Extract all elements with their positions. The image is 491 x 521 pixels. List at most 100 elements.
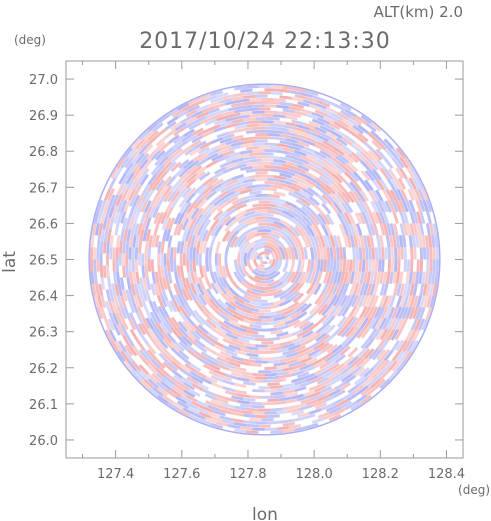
field-cell: [324, 156, 337, 166]
field-cell: [308, 408, 322, 415]
field-cell: [249, 356, 262, 361]
field-cell: [189, 223, 198, 237]
field-cell: [183, 240, 188, 254]
field-cell: [370, 130, 382, 141]
field-cell: [328, 122, 341, 131]
field-cell: [432, 259, 436, 272]
field-cell: [325, 379, 338, 388]
field-cell: [165, 228, 172, 242]
field-cell: [240, 410, 253, 415]
field-cell: [194, 293, 204, 306]
field-cell: [246, 329, 259, 335]
field-cell: [246, 145, 259, 151]
field-cell: [194, 329, 206, 341]
field-cell: [385, 271, 391, 284]
field-cell: [209, 271, 217, 284]
field-cell: [211, 357, 224, 366]
field-cell: [333, 305, 343, 318]
field-cell: [188, 288, 197, 302]
field-cell: [221, 306, 234, 317]
field-cell: [252, 149, 265, 153]
field-cell: [187, 406, 200, 415]
field-cell: [185, 330, 197, 341]
field-cell: [302, 372, 316, 380]
field-cell: [110, 340, 119, 352]
field-cell: [399, 283, 405, 296]
field-cell: [156, 283, 163, 296]
field-cell: [392, 271, 397, 284]
field-cell: [429, 247, 433, 260]
field-cell: [198, 293, 208, 306]
field-cell: [133, 211, 140, 225]
field-cell: [240, 371, 253, 376]
field-cell: [334, 163, 347, 174]
field-cell: [364, 337, 375, 350]
field-cell: [125, 217, 132, 230]
field-cell: [225, 155, 238, 163]
field-cell: [416, 211, 423, 224]
field-cell: [391, 306, 399, 319]
field-cell: [288, 128, 301, 135]
field-cell: [228, 106, 241, 112]
field-cell: [415, 199, 423, 213]
field-cell: [252, 203, 265, 208]
field-cell: [335, 247, 340, 260]
field-cell: [220, 177, 233, 186]
field-cell: [138, 129, 150, 141]
field-cell: [147, 378, 159, 389]
field-cell: [270, 229, 284, 238]
field-cell: [206, 288, 216, 301]
field-cell: [355, 357, 367, 368]
field-cell: [267, 238, 281, 248]
field-cell: [300, 302, 313, 314]
field-cell: [243, 381, 256, 386]
field-cell: [296, 259, 302, 273]
field-cell: [181, 376, 194, 386]
field-cell: [131, 301, 139, 314]
field-cell: [226, 196, 239, 205]
field-cell: [427, 235, 433, 248]
field-cell: [328, 283, 336, 296]
field-cell: [128, 300, 136, 314]
field-cell: [348, 316, 359, 329]
field-cell: [214, 166, 227, 175]
field-cell: [166, 175, 177, 187]
field-cell: [219, 120, 232, 128]
field-cell: [191, 127, 204, 136]
field-cell: [356, 316, 366, 329]
field-cell: [237, 153, 250, 159]
field-cell: [233, 421, 247, 427]
field-cell: [297, 101, 310, 108]
field-cell: [159, 367, 171, 378]
field-cell: [292, 215, 305, 227]
field-cell: [258, 370, 271, 374]
field-cell: [347, 355, 359, 366]
field-cell: [146, 149, 157, 161]
field-cell: [345, 259, 350, 272]
field-cell: [147, 179, 157, 192]
field-cell: [236, 393, 250, 398]
field-cell: [170, 259, 174, 272]
field-cell: [251, 187, 265, 192]
field-cell: [422, 247, 427, 260]
field-cell: [288, 319, 301, 328]
field-cell: [132, 194, 141, 207]
field-cell: [205, 111, 218, 119]
field-cell: [406, 340, 415, 353]
field-cell: [285, 310, 298, 319]
field-cell: [330, 137, 343, 147]
field-cell: [343, 294, 352, 307]
field-cell: [392, 188, 401, 201]
field-cell: [264, 327, 278, 332]
field-cell: [258, 91, 271, 95]
field-cell: [178, 181, 189, 193]
field-cell: [123, 229, 129, 242]
field-cell: [153, 283, 160, 296]
field-cell: [160, 380, 172, 391]
field-cell: [321, 224, 329, 237]
field-cell: [349, 326, 360, 338]
field-cell: [212, 209, 224, 221]
field-cell: [255, 414, 268, 418]
field-cell: [321, 351, 334, 361]
field-cell: [359, 306, 368, 319]
